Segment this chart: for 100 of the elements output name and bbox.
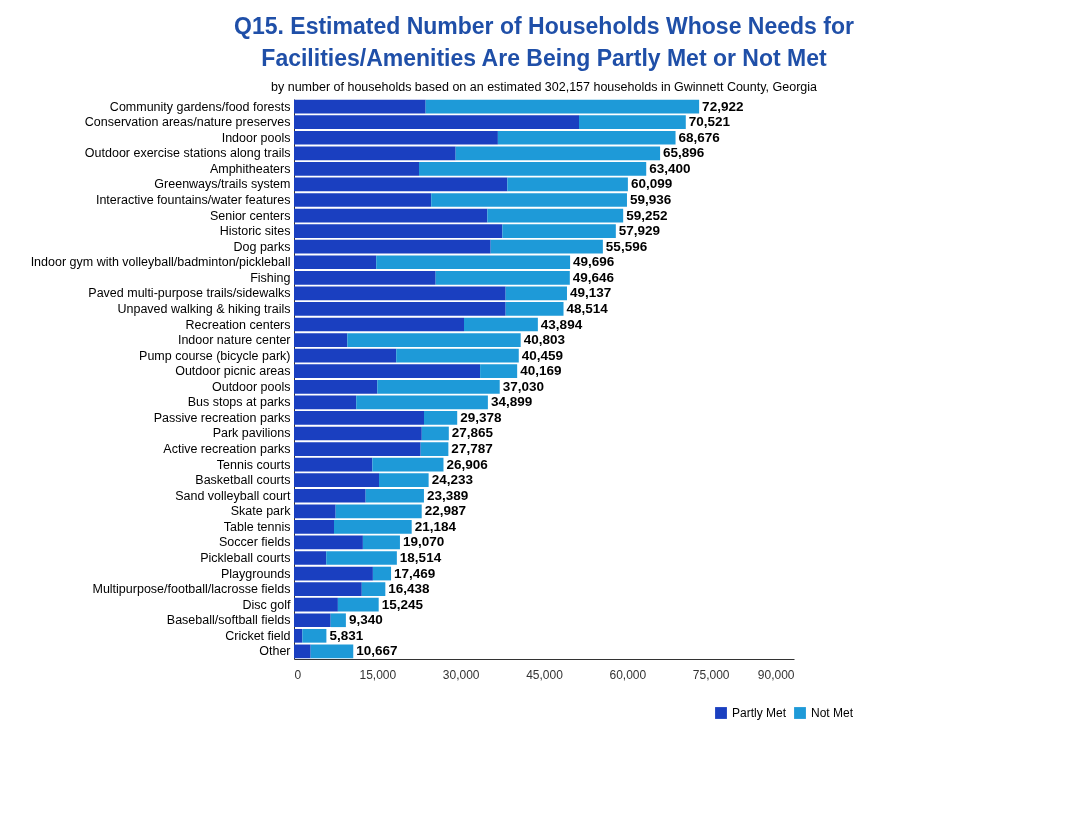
x-tick-label: 75,000 xyxy=(692,667,730,682)
bar xyxy=(294,628,303,643)
total-label: 16,438 xyxy=(388,581,431,597)
total-label: 27,865 xyxy=(451,425,494,441)
y-tick-label: Conservation areas/nature preserves xyxy=(84,115,291,130)
y-tick-label: Other xyxy=(259,644,291,659)
total-label: 40,459 xyxy=(521,347,564,363)
bar xyxy=(294,473,379,488)
bar xyxy=(420,442,449,456)
bar xyxy=(361,582,386,596)
y-tick-label: Fishing xyxy=(250,270,291,285)
bar xyxy=(435,270,570,285)
bar xyxy=(294,333,348,347)
y-tick-label: Senior centers xyxy=(209,208,291,223)
bar xyxy=(347,333,521,347)
y-tick-label: Soccer fields xyxy=(218,535,291,550)
x-tick-label: 45,000 xyxy=(526,667,564,682)
total-label: 21,184 xyxy=(414,518,457,534)
total-label: 27,787 xyxy=(451,441,493,457)
y-tick-label: Playgrounds xyxy=(221,566,291,581)
total-label: 18,514 xyxy=(399,549,442,565)
bar xyxy=(579,115,686,130)
bar xyxy=(294,582,362,596)
total-label: 19,070 xyxy=(402,534,445,550)
y-tick-label: Greenways/trails system xyxy=(154,177,291,192)
total-label: 57,929 xyxy=(618,223,661,239)
bar xyxy=(294,644,311,659)
total-label: 40,803 xyxy=(523,332,566,348)
bar xyxy=(334,520,412,534)
bar xyxy=(294,286,506,301)
y-tick-label: Sand volleyball court xyxy=(175,488,292,503)
total-label: 17,469 xyxy=(394,565,436,581)
total-label: 5,831 xyxy=(329,627,364,643)
y-tick-label: Active recreation parks xyxy=(163,442,291,457)
y-tick-label: Outdoor exercise stations along trails xyxy=(84,146,291,161)
x-tick-label: 30,000 xyxy=(442,667,480,682)
bar xyxy=(379,473,429,488)
legend-label: Partly Met xyxy=(732,706,787,720)
total-label: 24,233 xyxy=(431,472,474,488)
bar xyxy=(294,535,363,550)
y-tick-label: Basketball courts xyxy=(195,473,291,488)
bar xyxy=(302,628,327,643)
bar xyxy=(431,193,627,207)
y-tick-label: Baseball/softball fields xyxy=(166,613,291,628)
y-tick-label: Interactive fountains/water features xyxy=(95,193,291,208)
bar xyxy=(294,99,426,114)
bar xyxy=(326,551,397,565)
bar xyxy=(294,411,424,425)
total-label: 72,922 xyxy=(702,98,744,114)
bar xyxy=(505,302,564,316)
bar xyxy=(294,162,419,176)
total-label: 68,676 xyxy=(678,129,721,145)
y-tick-label: Disc golf xyxy=(242,597,292,612)
bar xyxy=(505,286,567,301)
total-label: 59,252 xyxy=(626,207,668,223)
bar xyxy=(294,566,373,581)
total-label: 65,896 xyxy=(663,145,705,161)
bar xyxy=(294,270,436,285)
bar xyxy=(294,551,327,565)
total-label: 48,514 xyxy=(566,300,609,316)
total-label: 70,521 xyxy=(688,114,731,130)
y-tick-label: Park pavilions xyxy=(212,426,291,441)
y-tick-label: Indoor gym with volleyball/badminton/pickleball xyxy=(30,255,291,270)
total-label: 63,400 xyxy=(649,160,691,176)
total-label: 60,099 xyxy=(630,176,673,192)
bar xyxy=(464,317,538,332)
x-tick-label: 15,000 xyxy=(359,667,397,682)
bar xyxy=(294,426,422,441)
y-tick-label: Cricket field xyxy=(225,628,291,643)
y-tick-label: Community gardens/food forests xyxy=(109,99,291,114)
y-tick-label: Historic sites xyxy=(219,224,291,239)
y-tick-label: Dog parks xyxy=(233,239,291,254)
legend-label: Not Met xyxy=(811,706,854,720)
y-tick-label: Unpaved walking & hiking trails xyxy=(117,301,291,316)
chart-title: Q15. Estimated Number of Households Whose Needs for Facilities/Amenities Are Being Partly Met or Not Met xyxy=(234,12,854,71)
bar xyxy=(507,177,628,192)
total-label: 49,646 xyxy=(572,269,615,285)
bar xyxy=(419,162,647,176)
y-tick-label: Amphitheaters xyxy=(209,161,291,176)
bar xyxy=(425,99,700,114)
y-tick-label: Pickleball courts xyxy=(200,550,291,565)
total-label: 55,596 xyxy=(605,238,648,254)
total-label: 23,389 xyxy=(426,487,469,503)
chart-subtitle: by number of households based on an estimated 302,157 households in Gwinnett County, Georgia xyxy=(271,79,818,94)
total-label: 59,936 xyxy=(629,192,672,208)
y-tick-label: Indoor pools xyxy=(221,130,291,145)
bar xyxy=(294,177,508,192)
total-label: 29,378 xyxy=(460,409,502,425)
bar xyxy=(294,302,506,316)
bar xyxy=(294,224,503,238)
bar xyxy=(487,208,624,223)
total-label: 26,906 xyxy=(446,456,489,472)
bar xyxy=(294,208,488,223)
bar xyxy=(294,457,373,472)
bar xyxy=(424,411,458,425)
bar xyxy=(294,115,579,130)
total-label: 34,899 xyxy=(490,394,533,410)
y-tick-label: Bus stops at parks xyxy=(187,395,291,410)
y-tick-label: Passive recreation parks xyxy=(153,410,291,425)
bar xyxy=(502,224,616,238)
